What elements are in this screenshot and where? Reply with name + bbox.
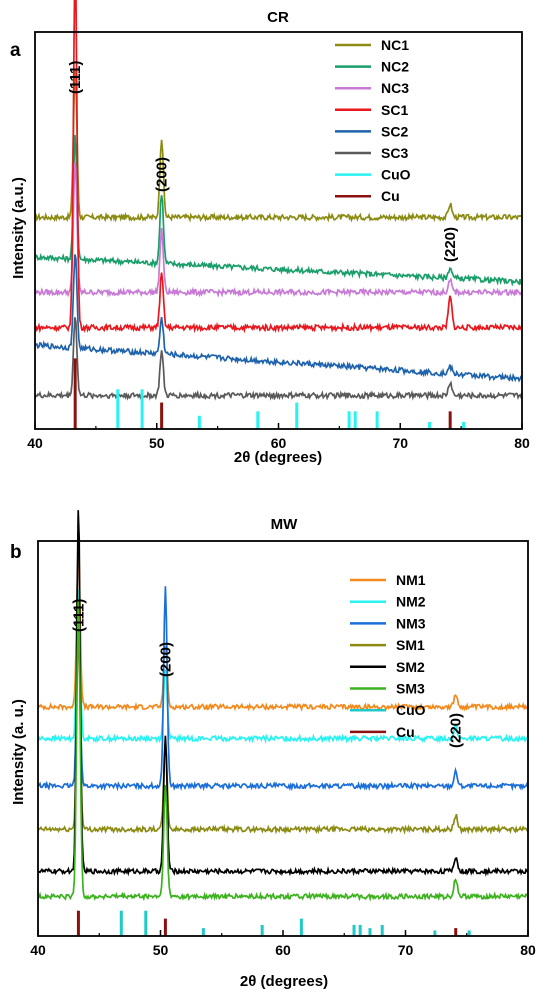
legend-label: SM1: [396, 637, 425, 653]
legend-label: NC2: [381, 59, 409, 75]
legend-label: Cu: [396, 724, 415, 740]
series-line-nm1: [37, 551, 529, 712]
panel-mw: MW b 2θ (degrees) Intensity (a. u.) 40 50…: [10, 510, 536, 990]
peak-label: (111): [67, 61, 84, 94]
legend-label: SM3: [396, 681, 425, 697]
panel-letter: b: [10, 542, 22, 563]
panel-cr: CR a 2θ (degrees) Intensity (a.u.) 40 50 6…: [10, 0, 530, 466]
x-tick-label: 50: [149, 435, 165, 451]
legend-label: NC3: [381, 80, 409, 96]
series-line-nc3: [34, 162, 523, 298]
legend-label: SC3: [381, 145, 408, 161]
plot-lines: [34, 0, 523, 401]
x-tick-label: 80: [514, 435, 530, 451]
x-tick-label: 80: [520, 942, 536, 958]
reference-sticks: [76, 910, 471, 936]
legend-label: Cu: [381, 188, 400, 204]
series-line-nm3: [37, 586, 529, 792]
legend: NC1 NC2 NC3 SC1 SC2 SC3 CuO Cu: [335, 37, 411, 204]
legend-label: CuO: [381, 167, 411, 183]
peak-label: (220): [442, 227, 459, 262]
series-line-sm2: [37, 510, 529, 877]
legend: NM1 NM2 NM3 SM1 SM2 SM3 CuO Cu: [350, 572, 426, 740]
panel-title: CR: [267, 9, 289, 26]
x-tick-label: 50: [153, 942, 169, 958]
peak-label: (111): [70, 599, 87, 632]
panel-letter: a: [10, 40, 21, 61]
x-ticks: 40 50 60 70 80: [27, 423, 530, 451]
x-tick-label: 70: [392, 435, 408, 451]
legend-label: NM1: [396, 572, 426, 588]
series-line-sc2: [34, 254, 522, 383]
legend-label: SC1: [381, 102, 408, 118]
legend-label: NC1: [381, 37, 409, 53]
legend-label: SM2: [396, 659, 425, 675]
peak-label: (220): [448, 713, 465, 748]
legend-label: NM2: [396, 594, 426, 610]
series-line-sc3: [34, 317, 523, 401]
legend-label: CuO: [396, 702, 426, 718]
y-axis-label: Intensity (a.u.): [10, 177, 27, 279]
peak-labels: (111) (200) (220): [70, 599, 464, 748]
x-tick-label: 60: [275, 942, 291, 958]
x-tick-label: 70: [398, 942, 414, 958]
peak-labels: (111) (200) (220): [67, 61, 459, 262]
legend-label: NM3: [396, 615, 426, 631]
x-tick-label: 40: [27, 435, 43, 451]
panel-title: MW: [271, 516, 298, 533]
series-line-nc1: [34, 69, 523, 223]
x-tick-label: 40: [30, 942, 46, 958]
series-line-sm1: [37, 634, 529, 835]
peak-label: (200): [154, 157, 171, 192]
series-line-nm2: [37, 589, 529, 744]
series-line-nc2: [34, 134, 523, 287]
reference-sticks: [73, 358, 466, 429]
legend-label: SC2: [381, 123, 408, 139]
x-tick-label: 60: [271, 435, 287, 451]
x-axis-label: 2θ (degrees): [240, 973, 328, 990]
x-ticks: 40 50 60 70 80: [30, 930, 536, 958]
plot-lines: [37, 510, 529, 902]
peak-label: (200): [157, 642, 174, 677]
x-axis-label: 2θ (degrees): [234, 449, 322, 466]
series-line-sm3: [37, 600, 529, 902]
y-axis-label: Intensity (a. u.): [10, 699, 27, 805]
series-line-sc1: [34, 0, 523, 334]
